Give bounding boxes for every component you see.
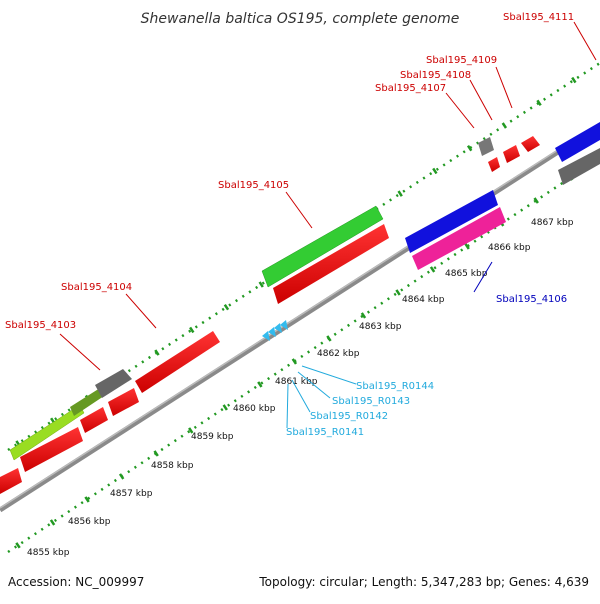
gene-feature-4107[interactable] [478, 137, 494, 156]
gene-label-4105[interactable]: Sbal195_4105 [218, 180, 289, 191]
lower-major-tick [291, 358, 298, 365]
rna-feature-r0143[interactable] [274, 323, 282, 333]
leader-4111 [573, 21, 597, 61]
upper-major-tick [223, 304, 230, 311]
leader-4103 [59, 333, 101, 371]
gene-feature-4104[interactable] [135, 331, 220, 393]
gene-label-r0143[interactable]: Sbal195_R0143 [332, 396, 410, 407]
kbp-tick-labels: 4855 kbp 4856 kbp 4857 kbp 4858 kbp 4859… [27, 218, 574, 558]
leader-4104 [125, 293, 157, 329]
upper-major-tick [432, 167, 438, 175]
lower-major-tick [118, 473, 125, 480]
accession-text: Accession: NC_009997 [8, 575, 144, 589]
lower-major-tick [84, 496, 90, 503]
tick-label-4863: 4863 kbp [359, 322, 402, 332]
upper-major-tick [501, 122, 508, 129]
gene-feature-4111-blue[interactable] [555, 122, 600, 162]
lower-major-tick [395, 289, 401, 296]
rna-feature-r0142[interactable] [268, 327, 276, 337]
gene-features [0, 122, 600, 494]
gene-label-r0141[interactable]: Sbal195_R0141 [286, 427, 364, 438]
leader-4108 [469, 79, 493, 121]
tick-label-4856: 4856 kbp [68, 517, 111, 527]
gene-feature-lime[interactable] [9, 404, 85, 461]
upper-major-tick [189, 326, 195, 334]
lower-major-tick [49, 519, 56, 526]
leader-4106 [473, 261, 493, 293]
lower-major-tick [222, 404, 228, 411]
tick-label-4858: 4858 kbp [151, 461, 194, 471]
gene-feature-olive[interactable] [70, 388, 104, 416]
gene-label-r0144[interactable]: Sbal195_R0144 [356, 381, 434, 392]
gene-label-4111[interactable]: Sbal195_4111 [503, 12, 574, 23]
gene-label-r0142[interactable]: Sbal195_R0142 [310, 411, 388, 422]
tick-label-4860: 4860 kbp [233, 404, 276, 414]
label-leader-lines [59, 21, 597, 429]
gene-label-4109[interactable]: Sbal195_4109 [426, 55, 497, 66]
genome-backbone-highlight [0, 122, 600, 509]
tick-label-4857: 4857 kbp [110, 489, 153, 499]
gene-feature-4108[interactable] [488, 157, 500, 172]
lower-major-tick [15, 542, 21, 549]
tick-label-4862: 4862 kbp [317, 349, 360, 359]
gene-feature-gray-right[interactable] [558, 148, 600, 185]
gene-feature-4109[interactable] [503, 145, 520, 163]
upper-major-tick [154, 349, 160, 356]
genome-stats-text: Topology: circular; Length: 5,347,283 bp… [258, 575, 589, 589]
lower-major-tick [360, 312, 367, 319]
gene-feature-left-edge[interactable] [0, 468, 22, 494]
tick-label-4864: 4864 kbp [402, 295, 445, 305]
leader-4105 [285, 191, 313, 229]
tick-label-4867: 4867 kbp [531, 218, 574, 228]
gene-label-4107[interactable]: Sbal195_4107 [375, 83, 446, 94]
gene-label-4103[interactable]: Sbal195_4103 [5, 320, 76, 331]
tick-label-4865: 4865 kbp [445, 269, 488, 279]
upper-major-tick [258, 281, 264, 288]
gene-feature-4110[interactable] [521, 136, 540, 152]
leader-4107 [445, 92, 475, 129]
gene-feature-small-b[interactable] [108, 388, 139, 416]
lower-major-tick [188, 427, 194, 434]
upper-major-tick [397, 190, 403, 197]
leader-r0142 [291, 379, 311, 413]
gene-feature-4105[interactable] [273, 224, 389, 304]
lower-major-tick [429, 266, 436, 273]
gene-feature-gray-left[interactable] [95, 369, 132, 398]
rna-feature-r0144[interactable] [280, 320, 288, 330]
upper-major-tick [571, 76, 577, 84]
upper-major-tick [466, 145, 473, 152]
rna-feature-r0141[interactable] [262, 331, 270, 341]
lower-major-tick [533, 197, 539, 204]
tick-label-4855: 4855 kbp [27, 548, 70, 558]
gene-feature-magenta[interactable] [412, 207, 506, 270]
leader-4109 [495, 66, 513, 109]
tick-label-4861: 4861 kbp [275, 377, 318, 387]
genome-backbone [0, 122, 600, 513]
map-title: Shewanella baltica OS195, complete genom… [141, 11, 460, 27]
gene-feature-small-a[interactable] [80, 407, 108, 433]
gene-label-4104[interactable]: Sbal195_4104 [61, 282, 132, 293]
gene-labels: Sbal195_4103 Sbal195_4104 Sbal195_4105 S… [5, 12, 574, 438]
lower-major-tick [464, 243, 470, 250]
gene-feature-4106[interactable] [405, 190, 498, 253]
leader-r0144 [301, 365, 357, 385]
gene-label-4108[interactable]: Sbal195_4108 [400, 70, 471, 81]
leader-r0143 [297, 371, 331, 399]
lower-major-tick [153, 450, 159, 457]
lower-major-tick [326, 335, 332, 342]
leader-r0141 [286, 383, 289, 429]
gene-feature-4103[interactable] [20, 427, 83, 472]
tick-label-4859: 4859 kbp [191, 432, 234, 442]
tick-label-4866: 4866 kbp [488, 243, 531, 253]
gene-feature-4105-green[interactable] [261, 205, 384, 288]
upper-major-tick [536, 99, 542, 106]
lower-major-tick [257, 381, 263, 388]
gene-label-4106[interactable]: Sbal195_4106 [496, 294, 567, 305]
